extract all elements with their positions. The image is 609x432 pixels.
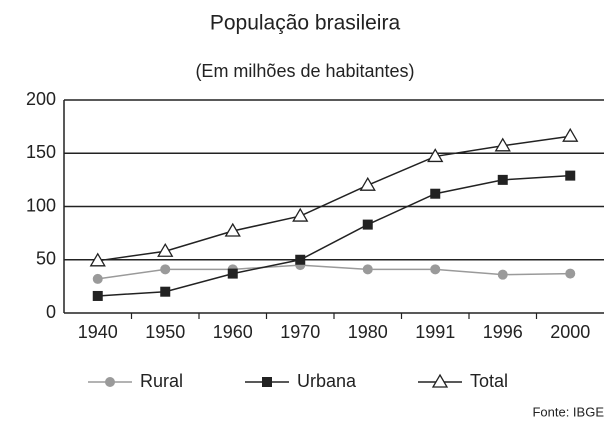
series-line [97, 264, 571, 280]
series-line [97, 135, 571, 262]
point [295, 254, 306, 265]
point [89, 252, 106, 267]
point [92, 273, 103, 284]
point [562, 127, 579, 142]
point [292, 207, 309, 222]
legend-label: Total [470, 371, 508, 391]
point [430, 264, 441, 275]
point [359, 176, 376, 191]
legend-label: Rural [140, 371, 183, 391]
point [362, 219, 373, 230]
legend-label: Urbana [297, 371, 357, 391]
y-tick-label: 0 [46, 302, 56, 322]
point [227, 268, 238, 279]
point [224, 222, 241, 237]
y-tick-label: 100 [26, 195, 56, 215]
x-tick-label: 1980 [348, 322, 388, 342]
point [157, 242, 174, 257]
legend-marker [105, 377, 115, 387]
chart-title: População brasileira [210, 12, 401, 35]
series-line [97, 174, 571, 297]
source: Fonte: IBGE [532, 404, 604, 419]
x-tick-label: 2000 [550, 322, 590, 342]
point [160, 264, 171, 275]
x-tick-label: 1991 [415, 322, 455, 342]
point [427, 148, 444, 163]
y-tick-label: 50 [36, 249, 56, 269]
y-tick-label: 150 [26, 142, 56, 162]
x-tick-label: 1950 [145, 322, 185, 342]
point [565, 268, 576, 279]
legend-marker [431, 373, 449, 388]
point [92, 290, 103, 301]
point [160, 286, 171, 297]
x-tick-label: 1970 [280, 322, 320, 342]
point [362, 264, 373, 275]
x-tick-label: 1996 [483, 322, 523, 342]
point [494, 137, 511, 152]
legend-marker [262, 377, 272, 387]
point [565, 170, 576, 181]
y-tick-label: 200 [26, 89, 56, 109]
point [497, 269, 508, 280]
x-tick-label: 1960 [213, 322, 253, 342]
point [430, 188, 441, 199]
point [497, 174, 508, 185]
x-tick-label: 1940 [78, 322, 118, 342]
chart-subtitle: (Em milhões de habitantes) [195, 61, 414, 81]
